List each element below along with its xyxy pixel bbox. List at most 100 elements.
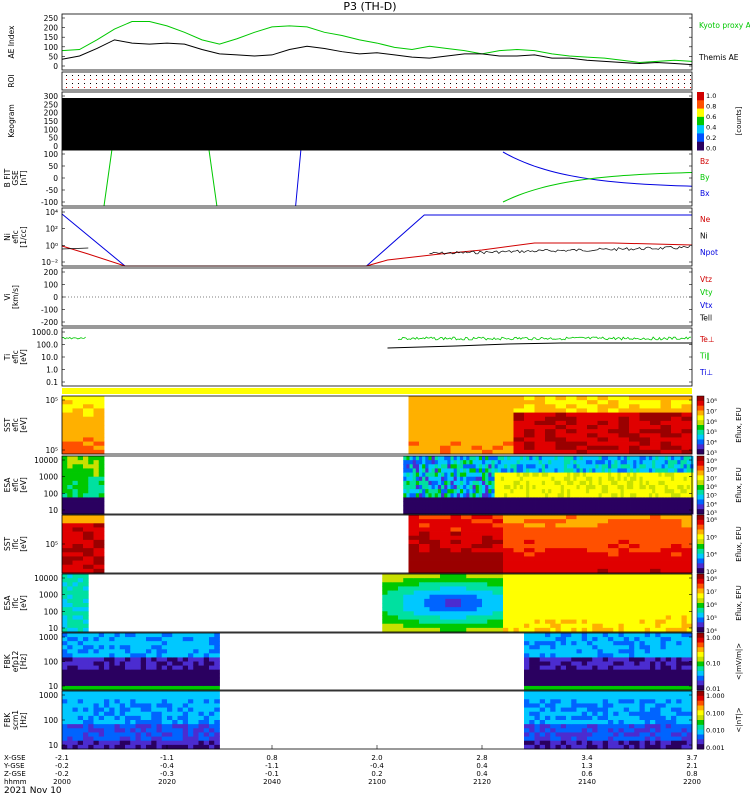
- sst_i-cell: [429, 564, 441, 570]
- sst_i-cell: [83, 535, 94, 541]
- sst_e-cell: [576, 396, 588, 401]
- fbk_e-cell: [560, 685, 567, 691]
- esa_e-cell: [671, 509, 675, 515]
- fbk_e-cell: [93, 681, 100, 687]
- fbk_b-cell: [93, 707, 100, 713]
- sst_i-ylabel-line: [eV]: [19, 536, 28, 552]
- esa_e-cell: [664, 497, 669, 502]
- esa_i-cell: [471, 598, 478, 604]
- esa_e-cell: [604, 509, 609, 515]
- esa_e-ylabel-line: eflc: [11, 478, 20, 491]
- sst_e-cell: [450, 416, 462, 422]
- fbk_e-cell: [629, 653, 635, 658]
- fbk_e-cell: [62, 661, 68, 666]
- esa_e-cell: [447, 501, 451, 507]
- fbk_e-cell: [608, 657, 614, 662]
- sst_e-cell: [587, 420, 598, 426]
- fbk_e-cell: [539, 645, 546, 650]
- fbk_e-cell: [209, 649, 215, 654]
- roi-dot: [324, 79, 325, 80]
- fbk_e-cell: [534, 637, 541, 642]
- sst_i-cell: [492, 560, 504, 566]
- esa_e-cell: [541, 468, 546, 473]
- sst_e-cell: [461, 433, 472, 438]
- sst_i-cell: [503, 564, 514, 570]
- sst_e-cell: [72, 396, 84, 401]
- esa_e-cell: [453, 464, 458, 469]
- esa_i-cell: [602, 582, 609, 587]
- roi-dot: [690, 75, 691, 76]
- esa_e-cell: [441, 456, 445, 461]
- esa_e-cell: [441, 460, 445, 465]
- sst_e-cell: [440, 416, 451, 422]
- esa_e-cell: [598, 476, 603, 482]
- fbk_e-cell: [209, 665, 215, 671]
- fbk_e-cell: [529, 637, 535, 642]
- esa_i-cell: [681, 623, 688, 629]
- fbk_e-cell: [209, 681, 215, 687]
- esa_i-cell: [398, 615, 404, 620]
- sst_e-cell: [566, 437, 577, 442]
- sst_e-cell: [471, 437, 483, 442]
- sst_e-cell: [671, 429, 682, 434]
- esa_i-cell: [539, 619, 546, 625]
- esa_e-cell: [560, 505, 565, 511]
- esa_e-cell: [671, 485, 675, 490]
- esa_e-cell: [617, 476, 621, 482]
- fbk_e-cell: [98, 677, 105, 683]
- sst_e-cell: [597, 441, 609, 447]
- esa_i-cell: [608, 627, 614, 633]
- esa_e-cell: [664, 468, 669, 473]
- esa_i-cell: [382, 627, 388, 633]
- esa_e-cell: [601, 505, 606, 511]
- esa_e-cell: [447, 505, 451, 511]
- esa_e-cell: [526, 468, 530, 473]
- fbk_b-cell: [83, 691, 89, 696]
- fbk_e-cell: [597, 649, 604, 654]
- esa_e-cell: [450, 460, 455, 465]
- sst_i-cell: [660, 568, 672, 574]
- esa_i-cell: [83, 578, 89, 583]
- esa_e-cell: [567, 460, 571, 465]
- esa_e-cell: [592, 497, 596, 502]
- esa_e-cell: [83, 460, 89, 465]
- esa_e-cell: [686, 480, 691, 486]
- esa_e-cell: [497, 497, 502, 502]
- fbk_b-cell: [130, 736, 136, 742]
- esa_e-cell: [664, 476, 669, 482]
- fbk_e-cell: [576, 657, 583, 662]
- roi-dot: [492, 83, 493, 84]
- esa_e-cell: [611, 485, 615, 490]
- esa_e-cell: [658, 489, 662, 494]
- esa_i-cell: [83, 607, 89, 612]
- sst_i-cell: [419, 564, 430, 570]
- fbk_e-cell: [634, 665, 640, 671]
- sst_i-cell: [660, 548, 672, 553]
- esa_e-cell: [541, 501, 546, 507]
- fbk_e-cell: [671, 685, 677, 691]
- esa_e-cell: [425, 505, 429, 511]
- roi-dot: [72, 83, 73, 84]
- esa_e-cell: [67, 472, 73, 478]
- fbk_e-cell: [161, 633, 168, 638]
- esa_e-cell: [466, 501, 470, 507]
- esa_i-cell: [492, 619, 499, 625]
- sst_e-cell: [660, 404, 672, 409]
- esa_i-cell: [524, 603, 530, 608]
- sst_i-cell: [597, 531, 609, 537]
- esa_e-cell: [403, 489, 407, 494]
- sst_e-cell: [650, 400, 661, 405]
- fbk_e-cell: [198, 633, 205, 638]
- esa_e-cell: [664, 493, 669, 498]
- fbk_e-cell: [104, 677, 110, 683]
- esa_e-cell: [545, 493, 549, 498]
- fbk_e-cell: [550, 637, 556, 642]
- fbk_b-cell: [104, 720, 110, 725]
- roi-dot: [510, 75, 511, 76]
- roi-dot: [282, 75, 283, 76]
- fbk_b-cell: [104, 732, 110, 737]
- sst_i-cell: [576, 523, 588, 528]
- esa_i-cell: [618, 578, 625, 583]
- sst_i-cell: [545, 552, 556, 557]
- sst_e-cell: [93, 420, 105, 426]
